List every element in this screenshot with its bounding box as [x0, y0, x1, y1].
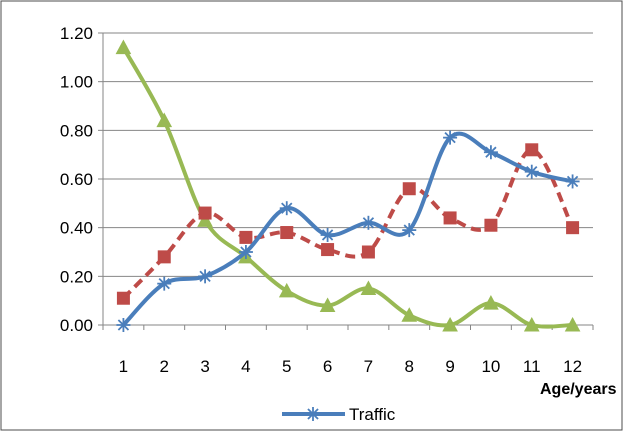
data-point-1: [443, 211, 457, 225]
data-point-0: [524, 164, 539, 179]
x-tick-label: 12: [563, 357, 582, 376]
data-point-0: [116, 318, 131, 332]
x-tick-label: 7: [364, 357, 373, 376]
y-tick-label: 1.00: [60, 73, 93, 92]
y-tick-label: 1.20: [60, 24, 93, 43]
data-point-2: [197, 212, 213, 227]
x-axis-label: Age/years: [540, 381, 617, 398]
data-point-1: [566, 221, 580, 235]
data-point-2: [442, 316, 458, 332]
x-tick-labels: 1 2 3 4 5 6 7 8 9 10 11 12: [119, 357, 582, 376]
data-point-2: [360, 280, 377, 295]
gridlines: [103, 32, 593, 277]
x-tick-label: 1: [119, 357, 128, 376]
x-tick-label: 4: [241, 357, 250, 376]
data-point-2: [401, 307, 418, 322]
legend: Traffic: [282, 405, 396, 424]
data-point-0: [198, 269, 213, 284]
data-point-2: [523, 316, 540, 332]
data-point-1: [321, 243, 335, 257]
x-tick-label: 8: [405, 357, 414, 376]
y-tick-labels: 0.00 0.20 0.40 0.60 0.80 1.00 1.20: [60, 24, 93, 335]
x-tick-label: 5: [282, 357, 291, 376]
x-tick-label: 2: [160, 357, 169, 376]
data-point-0: [279, 201, 294, 216]
data-point-1: [116, 291, 130, 305]
data-point-1: [525, 143, 539, 157]
data-point-0: [320, 227, 335, 242]
data-point-0: [565, 174, 580, 189]
x-tick-label: 10: [481, 357, 500, 376]
legend-marker-symbol: [306, 407, 320, 421]
data-point-2: [483, 295, 499, 310]
data-point-1: [484, 218, 498, 232]
data-point-2: [156, 112, 173, 128]
data-point-1: [361, 245, 375, 259]
data-point-1: [402, 182, 416, 196]
y-tick-label: 0.00: [60, 316, 93, 335]
x-tick-label: 11: [523, 357, 541, 376]
y-tick-label: 0.20: [60, 267, 93, 286]
data-point-0: [238, 245, 253, 259]
data-point-0: [483, 145, 498, 160]
axes: [98, 32, 594, 330]
data-point-2: [564, 316, 581, 332]
x-tick-label: 9: [445, 357, 454, 376]
data-point-1: [198, 206, 212, 220]
data-point-2: [319, 297, 336, 313]
x-tick-label: 6: [323, 357, 332, 376]
data-point-0: [361, 215, 376, 230]
legend-marker-traffic: [306, 407, 320, 421]
series-group: [115, 39, 581, 332]
data-point-1: [157, 250, 171, 264]
y-tick-label: 0.60: [60, 170, 93, 189]
data-point-0: [443, 130, 458, 145]
data-point-1: [280, 226, 294, 240]
legend-label-traffic: Traffic: [349, 405, 396, 424]
x-tick-label: 3: [200, 357, 209, 376]
y-tick-label: 0.80: [60, 121, 93, 140]
data-point-0: [402, 223, 417, 238]
data-point-2: [278, 282, 295, 298]
data-point-2: [115, 39, 132, 55]
y-tick-label: 0.40: [60, 219, 93, 238]
data-point-0: [157, 276, 172, 291]
data-point-1: [239, 230, 253, 244]
